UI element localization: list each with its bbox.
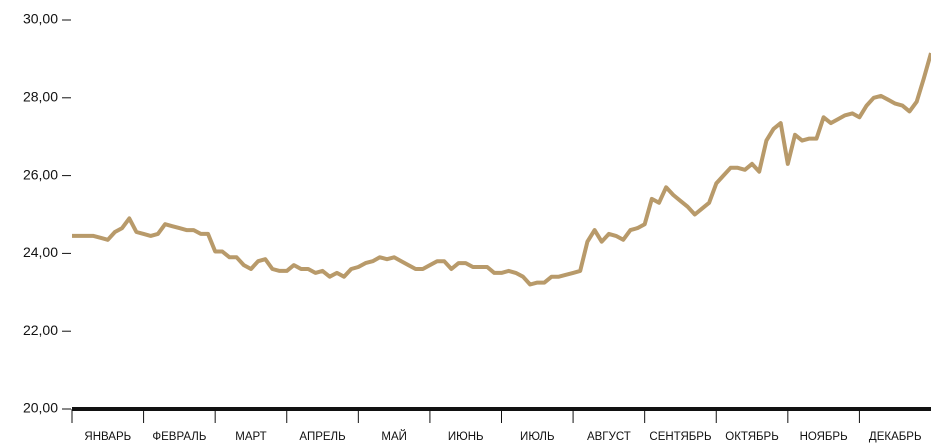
- x-tick-label: ОКТЯБРЬ: [725, 431, 779, 443]
- x-tick-label: АВГУСТ: [587, 431, 631, 443]
- x-tick-label: СЕНТЯБРЬ: [649, 431, 711, 443]
- price-line: [72, 52, 931, 287]
- x-tick-label: НОЯБРЬ: [800, 431, 848, 443]
- y-tick-label: 30,00: [23, 11, 58, 27]
- x-tick-label: ФЕВРАЛЬ: [152, 431, 206, 443]
- x-tick-label: ДЕКАБРЬ: [869, 431, 922, 443]
- y-tick-label: 24,00: [23, 244, 58, 260]
- y-tick-label: 20,00: [23, 400, 58, 416]
- x-tick-label: МАЙ: [381, 430, 407, 443]
- x-tick-label: ИЮЛЬ: [520, 431, 554, 443]
- x-tick-label: ЯНВАРЬ: [84, 431, 131, 443]
- y-tick-label: 22,00: [23, 322, 58, 338]
- y-tick-label: 28,00: [23, 89, 58, 105]
- y-tick-label: 26,00: [23, 166, 58, 182]
- x-tick-label: АПРЕЛЬ: [299, 431, 345, 443]
- x-tick-label: ИЮНЬ: [448, 431, 484, 443]
- x-tick-label: МАРТ: [235, 431, 266, 443]
